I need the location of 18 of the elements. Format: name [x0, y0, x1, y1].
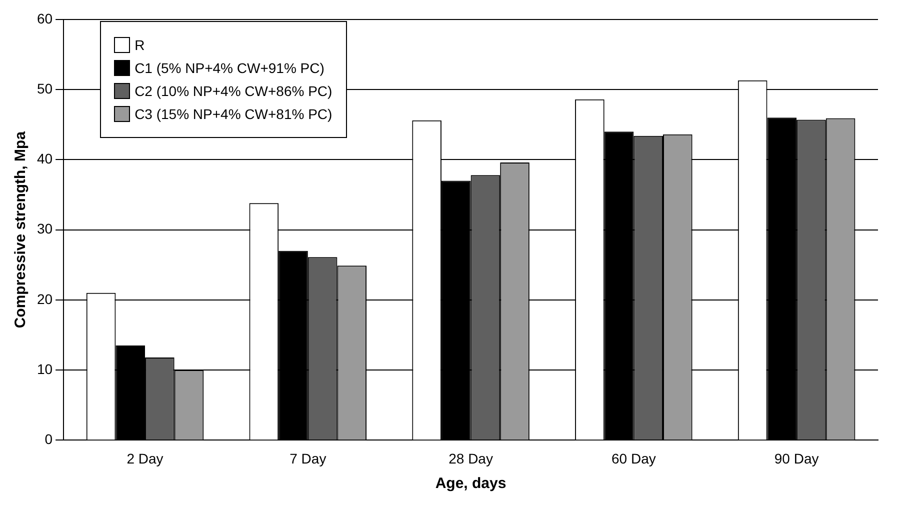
legend-label: R — [134, 37, 145, 54]
x-tick-label: 28 Day — [448, 450, 493, 466]
x-tick-label: 90 Day — [774, 450, 819, 466]
legend-label: C3 (15% NP+4% CW+81% PC) — [134, 106, 332, 122]
x-tick-label: 2 Day — [126, 450, 164, 466]
legend-label: C1 (5% NP+4% CW+91% PC) — [134, 60, 324, 76]
y-tick-label: 0 — [44, 431, 53, 448]
legend-label: C2 (10% NP+4% CW+86% PC) — [134, 83, 332, 100]
x-tick-label: 7 Day — [290, 450, 326, 466]
x-tick-label: 60 Day — [611, 450, 656, 466]
y-tick-label: 20 — [36, 290, 53, 307]
y-tick-label: 60 — [36, 10, 53, 26]
y-tick-label: 40 — [36, 150, 53, 167]
y-tick-label: 30 — [36, 220, 53, 237]
x-axis-title: Age, days — [435, 475, 506, 492]
y-axis-title: Compressive strength, Mpa — [12, 130, 30, 328]
y-tick-label: 50 — [36, 80, 53, 96]
y-tick-label: 10 — [36, 360, 53, 377]
